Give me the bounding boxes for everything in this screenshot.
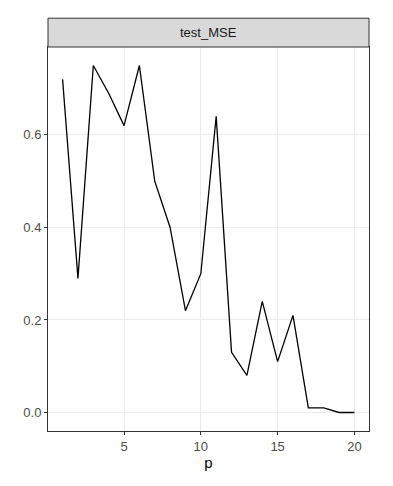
svg-text:5: 5 [120, 439, 127, 454]
svg-text:0.4: 0.4 [23, 220, 41, 235]
svg-text:p: p [204, 454, 212, 471]
svg-text:15: 15 [270, 439, 284, 454]
svg-text:test_MSE: test_MSE [180, 25, 237, 40]
svg-text:0.2: 0.2 [23, 313, 41, 328]
svg-text:10: 10 [194, 439, 208, 454]
svg-text:20: 20 [347, 439, 361, 454]
svg-text:0.0: 0.0 [23, 405, 41, 420]
svg-text:0.6: 0.6 [23, 127, 41, 142]
